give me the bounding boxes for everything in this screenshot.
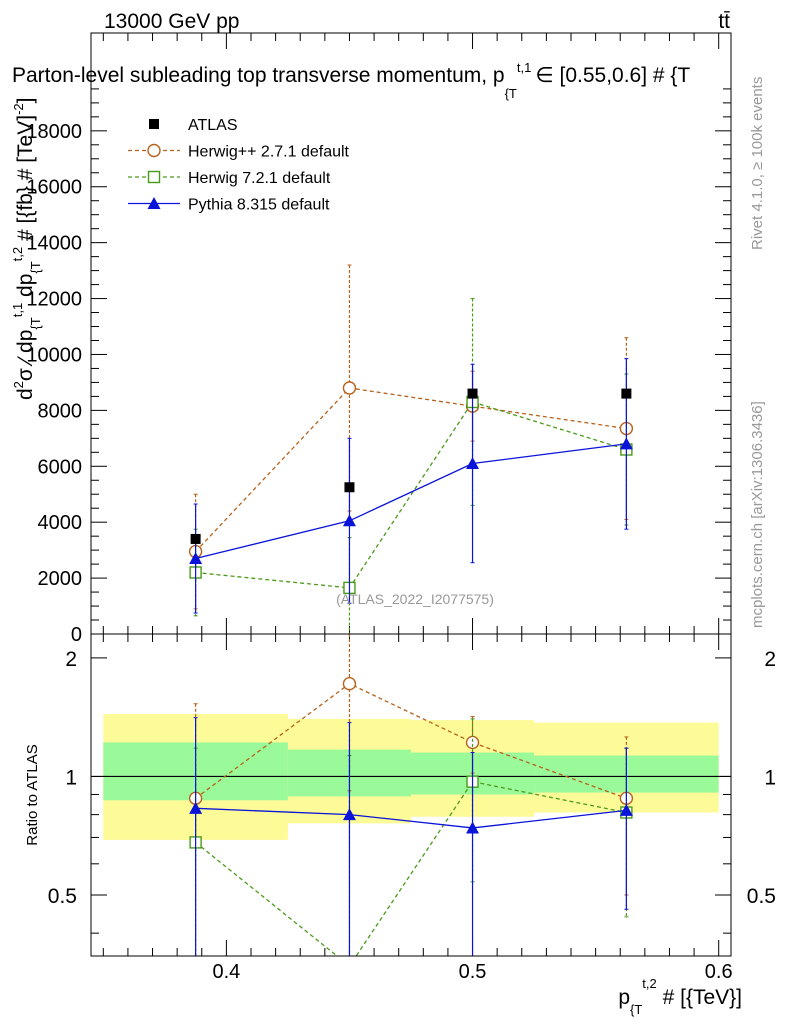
main-atlas-point xyxy=(190,533,201,544)
svg-text:d2σ ⁄ dp{Tt,1 dp{Tt,2 # [{fb}: d2σ ⁄ dp{Tt,1 dp{Tt,2 # [{fb} # [TeV]-2] xyxy=(10,98,43,401)
legend: ATLAS Herwig++ 2.7.1 default Herwig 7.2.1 … xyxy=(128,117,350,214)
legend-atlas-label: ATLAS xyxy=(188,117,238,134)
main-y-tick-label: 12000 xyxy=(26,289,82,311)
main-y-tick-label: 8000 xyxy=(38,400,83,422)
main-y-tick-label: 2000 xyxy=(38,568,83,590)
main-herwig-point xyxy=(342,381,357,395)
ratio-plot-frame xyxy=(90,633,732,957)
main-y-tick-label: 4000 xyxy=(38,512,83,534)
main-herwig-line xyxy=(195,401,627,589)
main-pythia-point xyxy=(342,514,356,527)
main-y-tick-label: 16000 xyxy=(26,177,82,199)
main-pythia-point xyxy=(189,552,203,565)
ratio-y-tick-label-right: 1 xyxy=(764,766,776,789)
legend-atlas-marker xyxy=(149,119,159,129)
plot-title: Parton-level subleading top transverse m… xyxy=(12,60,690,101)
legend-herwig-marker xyxy=(147,143,161,158)
main-series-layer xyxy=(188,264,634,635)
ratio-y-axis-label: Ratio to ATLAS xyxy=(24,744,41,845)
main-plot-frame xyxy=(90,32,732,635)
x-tick-label: 0.6 xyxy=(705,961,733,983)
ratio-y-tick-label-left: 2 xyxy=(65,648,77,671)
legend-pythia-marker xyxy=(147,197,161,209)
main-atlas-point xyxy=(621,388,632,399)
x-tick-label: 0.4 xyxy=(212,961,240,983)
legend-pythia-label: Pythia 8.315 default xyxy=(188,197,330,214)
main-atlas-point xyxy=(344,482,355,493)
rivet-version-label: Rivet 4.1.0, ≥ 100k events xyxy=(749,77,766,250)
ratio-y-tick-label-left: 1 xyxy=(65,766,77,789)
main-y-tick-label: 14000 xyxy=(26,233,82,255)
ratio-pythia-point xyxy=(342,808,356,821)
ratio-plot: 0.5 0.5 1 1 2 2 0.4 0.5 0.6 xyxy=(48,634,776,983)
main-herwig-line xyxy=(195,387,627,552)
x-axis-label: p{Tt,2 # [{TeV}] xyxy=(618,976,742,1017)
main-y-axis-label: d2σ ⁄ dp{Tt,1 dp{Tt,2 # [{fb} # [TeV]-2] xyxy=(10,98,43,401)
legend-herwig-marker xyxy=(147,170,161,184)
process-label: tt̄ xyxy=(718,10,730,33)
mcplots-label: mcplots.cern.ch [arXiv:1306.3436] xyxy=(749,401,766,628)
main-y-tick-label: 6000 xyxy=(38,456,83,478)
main-y-tick-label: 10000 xyxy=(26,344,82,366)
main-pythia-point xyxy=(619,437,633,450)
main-atlas-point xyxy=(467,388,478,399)
ratio-pythia-point xyxy=(466,821,480,834)
ratio-series-layer xyxy=(188,634,634,956)
ratio-y-tick-label-right: 2 xyxy=(764,648,776,671)
legend-herwig-label: Herwig 7.2.1 default xyxy=(188,170,331,187)
ratio-pythia-line xyxy=(195,807,627,829)
ratio-herwig-line xyxy=(195,682,627,799)
main-pythia-point xyxy=(466,456,480,469)
ratio-herwig-line xyxy=(195,780,627,956)
main-pythia-line xyxy=(195,443,627,560)
main-y-tick-label: 0 xyxy=(71,624,82,646)
ratio-y-tick-label-right: 0.5 xyxy=(747,885,776,908)
ratio-axes-ticks: 0.5 0.5 1 1 2 2 0.4 0.5 0.6 xyxy=(48,634,776,983)
ratio-herwig-point xyxy=(342,676,357,691)
ratio-pythia-point xyxy=(189,801,203,814)
energy-label: 13000 GeV pp xyxy=(104,10,239,33)
analysis-watermark: (ATLAS_2022_I2077575) xyxy=(336,591,494,607)
legend-herwig-label: Herwig++ 2.7.1 default xyxy=(188,144,350,161)
main-axes-ticks: 0 2000 4000 6000 8000 10000 12000 14000 16000 180… xyxy=(26,33,731,646)
ratio-pythia-point xyxy=(619,803,633,816)
main-y-tick-label: 18000 xyxy=(26,121,82,143)
ratio-y-tick-label-left: 0.5 xyxy=(48,885,77,908)
main-plot: 0 2000 4000 6000 8000 10000 12000 14000 16000 180… xyxy=(26,33,731,646)
x-tick-label: 0.5 xyxy=(459,961,487,983)
